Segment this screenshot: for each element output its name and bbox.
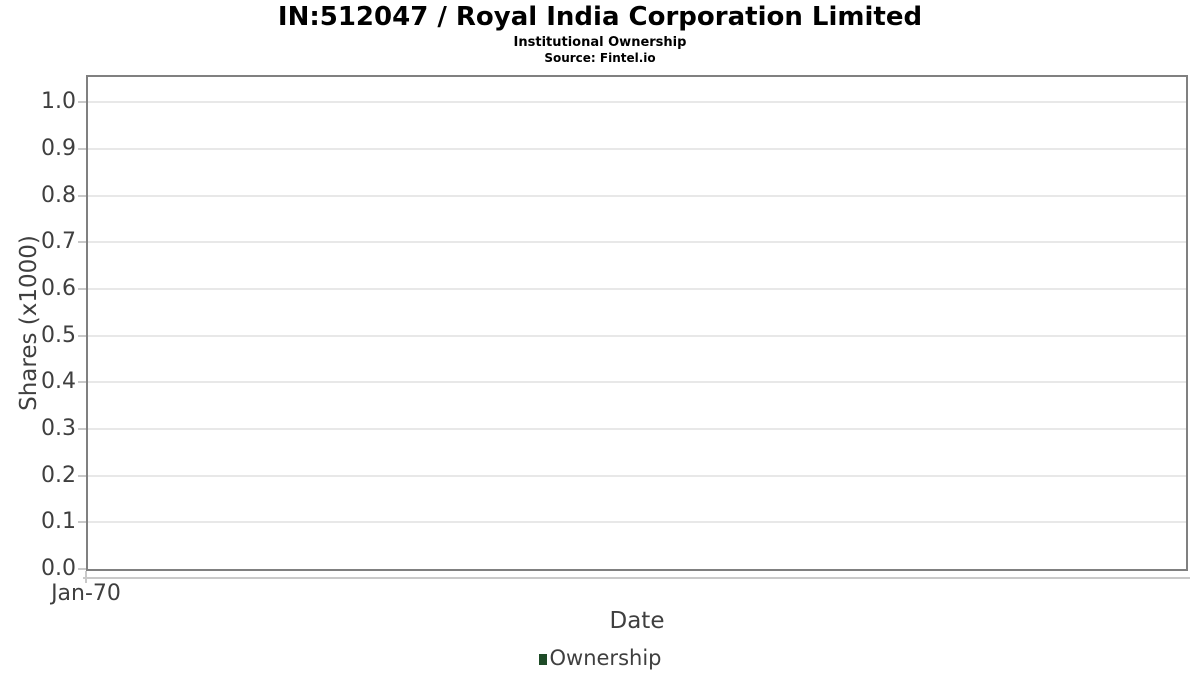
x-axis-line xyxy=(83,577,1190,579)
x-tick-label: Jan-70 xyxy=(51,581,121,606)
y-tick-label: 1.0 xyxy=(41,89,76,115)
gridline xyxy=(88,147,1186,150)
gridline xyxy=(88,101,1186,104)
y-tick-mark xyxy=(78,427,86,430)
gridline xyxy=(88,521,1186,524)
y-tick-label: 0.8 xyxy=(41,182,76,208)
y-tick-mark xyxy=(78,101,86,104)
y-tick-label: 0.5 xyxy=(41,322,76,348)
plot-area xyxy=(78,75,1188,571)
y-tick-mark xyxy=(78,287,86,290)
y-tick-mark xyxy=(78,147,86,150)
y-tick-mark xyxy=(78,474,86,477)
gridline xyxy=(88,334,1186,337)
y-tick-label: 0.6 xyxy=(41,275,76,301)
chart-subtitle: Institutional Ownership xyxy=(513,35,687,50)
y-tick-mark xyxy=(78,241,86,244)
x-axis-title: Date xyxy=(609,608,665,634)
y-tick-label: 0.9 xyxy=(41,135,76,161)
y-tick-mark xyxy=(78,521,86,524)
y-tick-label: 0.0 xyxy=(41,556,76,581)
legend: Ownership xyxy=(0,646,1200,670)
y-tick-label: 0.3 xyxy=(41,415,76,441)
gridline xyxy=(88,194,1186,197)
y-tick-mark xyxy=(78,194,86,197)
y-tick-label: 0.1 xyxy=(41,509,76,535)
ownership-series-swatch-icon xyxy=(538,653,547,665)
legend-item-ownership[interactable]: Ownership xyxy=(538,646,662,670)
chart-title: IN:512047 / Royal India Corporation Limi… xyxy=(277,2,923,32)
y-tick-mark xyxy=(78,334,86,337)
x-tick-mark xyxy=(85,571,87,583)
legend-item-label: Ownership xyxy=(549,646,662,670)
gridline xyxy=(88,427,1186,430)
gridline xyxy=(88,241,1186,244)
y-tick-label: 0.2 xyxy=(41,462,76,488)
gridline xyxy=(88,287,1186,290)
y-tick-mark xyxy=(78,568,86,570)
gridline xyxy=(88,381,1186,384)
y-tick-mark xyxy=(78,381,86,384)
gridline xyxy=(88,474,1186,477)
chart-source: Source: Fintel.io xyxy=(544,51,656,65)
y-tick-label: 0.4 xyxy=(41,369,76,395)
y-tick-label: 0.7 xyxy=(41,229,76,255)
